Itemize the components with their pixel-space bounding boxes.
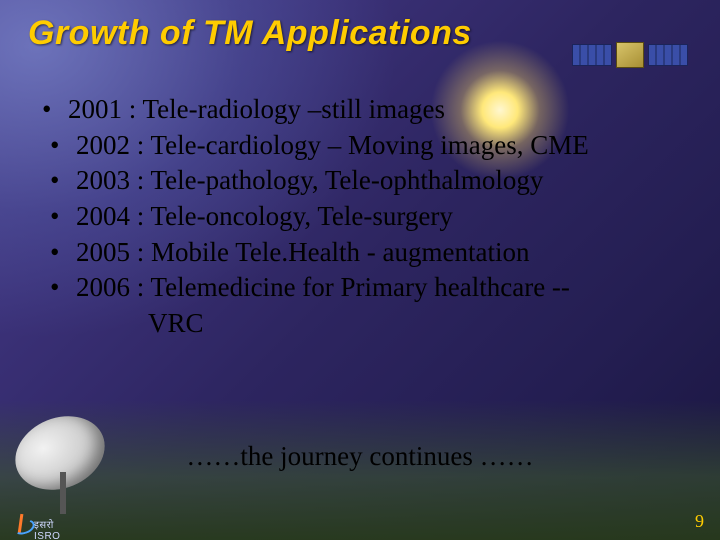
bullet-item: 2005 : Mobile Tele.Health - augmentation bbox=[42, 235, 702, 271]
bullet-item: 2003 : Tele-pathology, Tele-ophthalmolog… bbox=[42, 163, 702, 199]
bullet-text: 2002 : Tele-cardiology – Moving images, … bbox=[76, 130, 589, 160]
bullet-text: 2005 : Mobile Tele.Health - augmentation bbox=[76, 237, 530, 267]
isro-logo-text: इसरो ISRO bbox=[34, 517, 72, 540]
bullet-text: 2004 : Tele-oncology, Tele-surgery bbox=[76, 201, 453, 231]
page-number: 9 bbox=[695, 511, 704, 532]
bullet-text: 2001 : Tele-radiology –still images bbox=[68, 94, 445, 124]
bullet-item: 2006 : Telemedicine for Primary healthca… bbox=[42, 270, 702, 341]
bullet-item: 2001 : Tele-radiology –still images bbox=[42, 92, 702, 128]
isro-mark-icon bbox=[10, 512, 32, 536]
bullet-text-continuation: VRC bbox=[76, 306, 702, 342]
bullet-text: 2006 : Telemedicine for Primary healthca… bbox=[76, 272, 570, 302]
isro-logo: इसरो ISRO bbox=[10, 512, 72, 536]
slide: Growth of TM Applications 2001 : Tele-ra… bbox=[0, 0, 720, 540]
bullet-list: 2001 : Tele-radiology –still images 2002… bbox=[42, 92, 702, 341]
tagline: ……the journey continues …… bbox=[0, 441, 720, 472]
bullet-text: 2003 : Tele-pathology, Tele-ophthalmolog… bbox=[76, 165, 543, 195]
bullet-item: 2002 : Tele-cardiology – Moving images, … bbox=[42, 128, 702, 164]
bullet-item: 2004 : Tele-oncology, Tele-surgery bbox=[42, 199, 702, 235]
slide-title: Growth of TM Applications bbox=[28, 14, 700, 53]
